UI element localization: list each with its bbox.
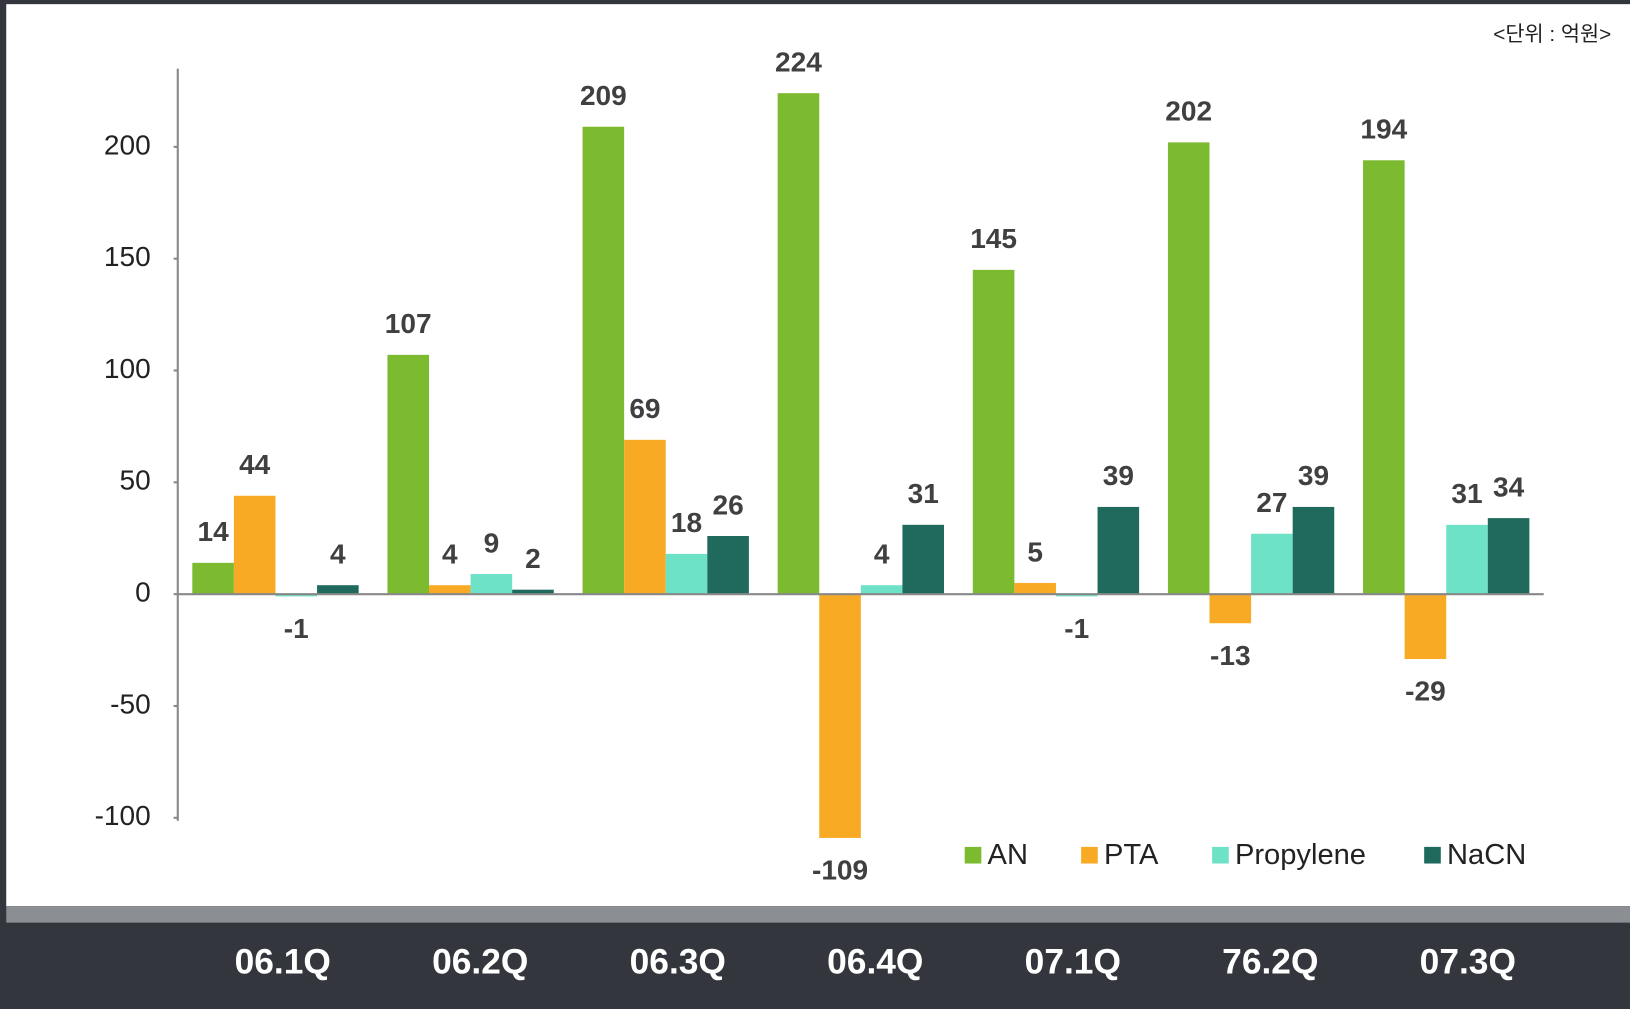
bar <box>1251 533 1293 595</box>
legend-swatch <box>1212 846 1229 864</box>
unit-note: <단위 : 억원> <box>1493 23 1611 46</box>
bar <box>582 126 625 595</box>
bar <box>1487 518 1530 595</box>
y-tick-label: 200 <box>104 129 151 160</box>
value-label: 4 <box>442 539 458 570</box>
x-tick-label: 07.3Q <box>1420 943 1516 982</box>
x-tick-label: 06.3Q <box>630 943 726 982</box>
value-label: 31 <box>1451 478 1482 509</box>
x-tick-label: 06.4Q <box>827 943 923 982</box>
bar <box>1014 582 1056 595</box>
bar <box>1446 524 1488 595</box>
bar <box>777 93 820 595</box>
value-label: 4 <box>330 539 346 570</box>
value-label: 44 <box>239 449 271 480</box>
value-label: 14 <box>198 516 230 547</box>
value-label: 18 <box>671 507 702 538</box>
legend-label: Propylene <box>1235 839 1366 871</box>
value-label: 69 <box>629 393 660 424</box>
x-tick-label: 06.1Q <box>235 943 331 982</box>
legend-label: NaCN <box>1447 839 1526 871</box>
bar <box>902 524 945 595</box>
legend-label: PTA <box>1104 839 1159 871</box>
bar <box>1292 506 1335 595</box>
separator <box>6 906 1630 923</box>
legend-swatch <box>964 846 982 864</box>
x-tick-label: 06.2Q <box>432 943 528 982</box>
value-label: 34 <box>1493 471 1525 502</box>
value-label: 2 <box>525 543 541 574</box>
bar <box>1097 506 1140 595</box>
bar <box>387 354 430 595</box>
value-label: 26 <box>712 489 743 520</box>
legend-swatch <box>1081 846 1098 864</box>
value-label: 145 <box>970 223 1017 254</box>
y-tick-label: 100 <box>104 353 151 384</box>
value-label: -13 <box>1210 640 1251 671</box>
bar <box>192 562 234 595</box>
x-tick-label: 76.2Q <box>1222 943 1318 982</box>
legend-swatch <box>1424 846 1441 864</box>
bar <box>1167 142 1210 595</box>
value-label: 209 <box>580 80 627 111</box>
bar <box>470 574 513 595</box>
value-label: -109 <box>812 855 868 886</box>
bar <box>317 585 359 595</box>
value-label: -1 <box>1064 613 1089 644</box>
y-tick-label: 0 <box>135 577 151 608</box>
value-label: 224 <box>775 46 822 77</box>
value-label: 31 <box>908 478 939 509</box>
bar <box>860 585 903 595</box>
bar <box>1055 594 1098 597</box>
bar <box>1363 160 1405 595</box>
bar <box>275 594 318 597</box>
value-label: -29 <box>1405 676 1446 707</box>
value-label: 39 <box>1298 460 1329 491</box>
value-label: 194 <box>1360 114 1407 145</box>
bar <box>429 585 471 595</box>
value-label: 5 <box>1027 536 1043 567</box>
bar <box>665 553 708 595</box>
bar <box>707 536 749 595</box>
bar <box>512 589 554 595</box>
x-tick-label: 07.1Q <box>1025 943 1121 982</box>
category-band <box>6 922 1630 1009</box>
legend-label: AN <box>988 839 1028 871</box>
bar <box>1209 594 1252 624</box>
y-tick-label: 50 <box>120 465 151 496</box>
value-label: -1 <box>284 613 309 644</box>
y-tick-label: -100 <box>95 800 151 831</box>
value-label: 27 <box>1256 487 1287 518</box>
bar <box>233 495 276 595</box>
value-label: 39 <box>1103 460 1134 491</box>
value-label: 107 <box>385 308 432 339</box>
bar <box>819 594 861 838</box>
bar <box>972 269 1015 595</box>
value-label: 9 <box>484 527 500 558</box>
value-label: 4 <box>874 539 890 570</box>
bar <box>624 439 666 595</box>
y-tick-label: 150 <box>104 241 151 272</box>
bar <box>1404 594 1447 660</box>
value-label: 202 <box>1165 96 1212 127</box>
y-tick-label: -50 <box>110 688 151 719</box>
